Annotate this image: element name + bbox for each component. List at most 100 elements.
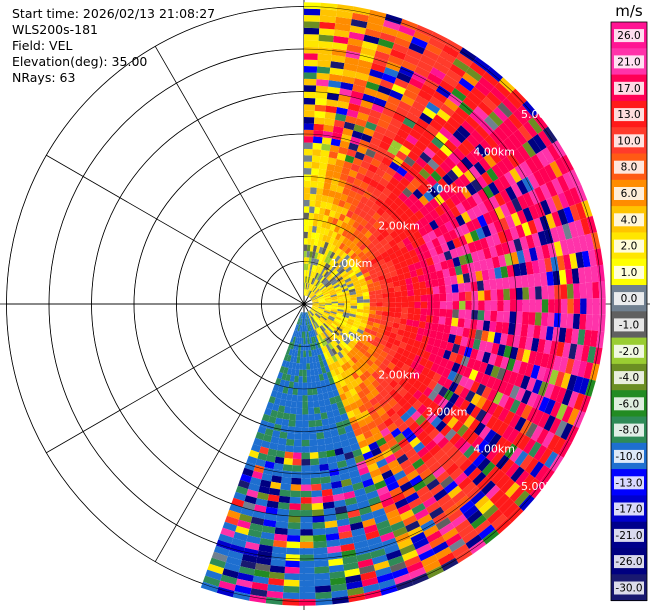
range-gate-cell bbox=[321, 143, 331, 151]
range-gate-cell bbox=[355, 258, 363, 266]
range-gate-cell bbox=[324, 111, 336, 120]
range-gate-cell bbox=[362, 518, 376, 528]
range-gate-cell bbox=[249, 522, 263, 532]
range-gate-cell bbox=[227, 509, 241, 520]
range-gate-cell bbox=[372, 188, 382, 198]
range-gate-cell bbox=[410, 326, 419, 334]
range-gate-cell bbox=[350, 475, 363, 485]
range-gate-cell bbox=[354, 71, 370, 82]
range-gate-cell bbox=[358, 210, 368, 219]
range-gate-cell bbox=[243, 547, 259, 557]
range-gate-cell bbox=[546, 143, 561, 161]
range-gate-cell bbox=[307, 231, 312, 239]
range-gate-cell bbox=[414, 210, 425, 221]
range-gate-cell bbox=[423, 190, 435, 202]
range-gate-cell bbox=[367, 115, 380, 125]
range-gate-cell bbox=[500, 356, 510, 370]
range-gate-cell bbox=[299, 548, 314, 555]
range-gate-cell bbox=[319, 360, 325, 368]
range-gate-cell bbox=[319, 317, 326, 323]
range-gate-cell bbox=[351, 325, 359, 332]
range-gate-cell bbox=[302, 312, 304, 319]
range-gate-cell bbox=[379, 339, 388, 347]
range-gate-cell bbox=[343, 377, 351, 385]
range-gate-cell bbox=[508, 133, 523, 149]
range-gate-cell bbox=[481, 480, 496, 496]
range-gate-cell bbox=[510, 212, 522, 227]
range-gate-cell bbox=[302, 414, 309, 421]
range-gate-cell bbox=[491, 469, 506, 485]
range-gate-cell bbox=[384, 375, 394, 385]
range-gate-cell bbox=[456, 160, 469, 174]
range-gate-cell bbox=[347, 586, 365, 597]
range-gate-cell bbox=[325, 264, 331, 271]
range-gate-cell bbox=[317, 259, 322, 267]
range-gate-cell bbox=[318, 303, 326, 305]
range-gate-cell bbox=[310, 308, 317, 313]
range-gate-cell bbox=[390, 427, 402, 438]
range-gate-cell bbox=[330, 268, 337, 276]
range-gate-cell bbox=[356, 305, 364, 310]
range-gate-cell bbox=[342, 327, 350, 334]
range-gate-cell bbox=[483, 429, 497, 444]
range-gate-cell bbox=[348, 226, 357, 235]
range-gate-cell bbox=[494, 493, 510, 509]
range-gate-cell bbox=[354, 343, 362, 351]
range-gate-cell bbox=[426, 308, 434, 316]
range-gate-cell bbox=[312, 362, 318, 370]
range-gate-cell bbox=[299, 357, 304, 364]
range-gate-cell bbox=[352, 407, 362, 417]
range-gate-cell bbox=[417, 513, 433, 527]
range-gate-cell bbox=[320, 268, 326, 276]
range-gate-cell bbox=[395, 268, 404, 276]
range-gate-cell bbox=[473, 106, 489, 121]
range-gate-cell bbox=[244, 541, 260, 551]
range-gate-cell bbox=[529, 481, 545, 499]
range-gate-cell bbox=[451, 514, 467, 528]
range-gate-cell bbox=[432, 90, 448, 104]
range-gate-cell bbox=[289, 496, 301, 504]
range-gate-cell bbox=[352, 265, 360, 272]
range-gate-cell bbox=[532, 134, 547, 151]
range-gate-cell bbox=[304, 289, 306, 296]
range-gate-cell bbox=[321, 195, 329, 203]
range-gate-cell bbox=[427, 379, 438, 391]
range-gate-cell bbox=[249, 476, 262, 486]
range-gate-cell bbox=[502, 277, 510, 290]
range-gate-cell bbox=[344, 568, 361, 578]
range-gate-cell bbox=[390, 48, 407, 61]
range-gate-cell bbox=[419, 490, 434, 503]
range-gate-cell bbox=[505, 186, 517, 201]
range-gate-cell bbox=[390, 464, 403, 476]
range-gate-cell bbox=[387, 336, 396, 345]
range-gate-cell bbox=[455, 214, 466, 227]
range-gate-cell bbox=[481, 171, 494, 186]
range-gate-cell bbox=[393, 448, 405, 460]
range-gate-cell bbox=[572, 313, 581, 330]
range-gate-cell bbox=[304, 289, 307, 296]
range-gate-cell bbox=[346, 109, 359, 118]
range-gate-cell bbox=[393, 393, 403, 403]
range-gate-cell bbox=[350, 305, 358, 309]
range-gate-cell bbox=[495, 278, 504, 290]
range-gate-cell bbox=[376, 207, 386, 217]
range-gate-cell bbox=[387, 265, 396, 273]
range-gate-cell bbox=[399, 543, 416, 556]
range-gate-cell bbox=[309, 200, 316, 207]
range-gate-cell bbox=[408, 193, 419, 204]
range-gate-cell bbox=[428, 247, 438, 258]
range-gate-cell bbox=[294, 369, 300, 377]
range-gate-cell bbox=[285, 445, 294, 453]
range-gate-cell bbox=[342, 69, 357, 78]
range-gate-cell bbox=[324, 248, 330, 256]
range-gate-cell bbox=[304, 212, 310, 220]
range-gate-cell bbox=[302, 395, 308, 402]
range-gate-cell bbox=[349, 328, 357, 335]
range-gate-cell bbox=[360, 284, 368, 290]
range-gate-cell bbox=[289, 413, 296, 421]
range-gate-cell bbox=[496, 289, 504, 301]
colorbar-tick-bg bbox=[614, 265, 644, 279]
range-gate-cell bbox=[405, 257, 414, 266]
range-gate-cell bbox=[326, 328, 332, 335]
range-gate-cell bbox=[497, 380, 509, 394]
